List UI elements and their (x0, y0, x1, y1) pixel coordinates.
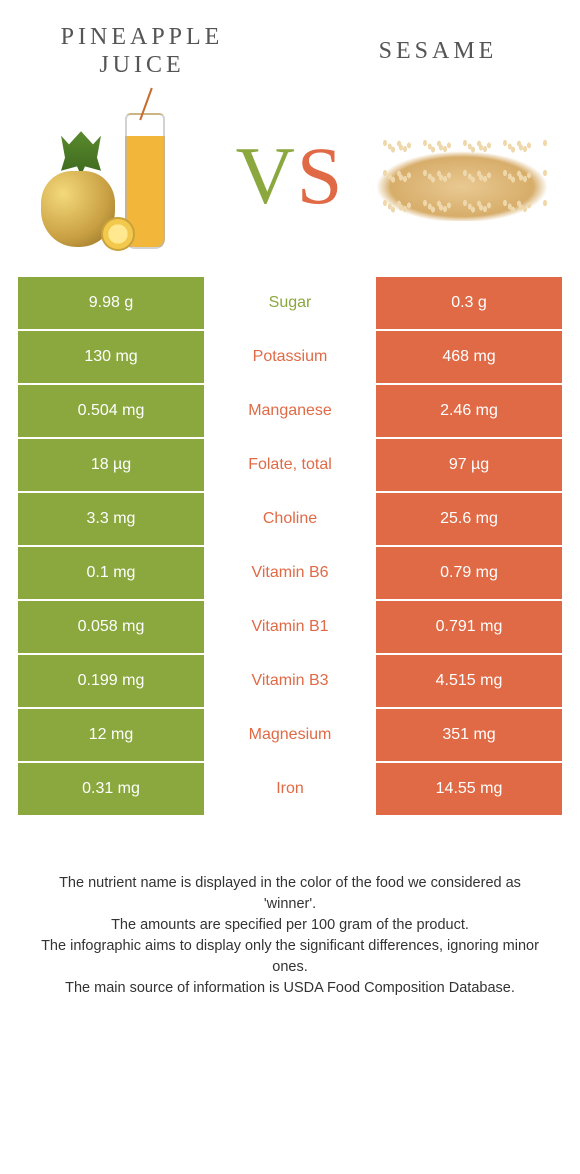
vs-v: V (236, 130, 297, 221)
nutrient-label: Sugar (204, 277, 376, 331)
table-row: 12 mgMagnesium351 mg (18, 709, 562, 763)
footer-line: The main source of information is USDA F… (34, 978, 546, 999)
right-value: 468 mg (376, 331, 562, 385)
left-value: 9.98 g (18, 277, 204, 331)
left-value: 130 mg (18, 331, 204, 385)
left-value: 0.504 mg (18, 385, 204, 439)
header: PINEAPPLE JUICE SESAME (18, 24, 562, 79)
nutrient-label: Choline (204, 493, 376, 547)
nutrient-label: Magnesium (204, 709, 376, 763)
nutrient-label: Manganese (204, 385, 376, 439)
nutrient-label: Folate, total (204, 439, 376, 493)
right-value: 0.79 mg (376, 547, 562, 601)
table-row: 130 mgPotassium468 mg (18, 331, 562, 385)
right-food-title: SESAME (338, 38, 538, 66)
table-row: 0.1 mgVitamin B60.79 mg (18, 547, 562, 601)
right-value: 351 mg (376, 709, 562, 763)
footer-line: The infographic aims to display only the… (34, 936, 546, 978)
left-value: 12 mg (18, 709, 204, 763)
right-value: 0.791 mg (376, 601, 562, 655)
nutrient-label: Iron (204, 763, 376, 817)
table-row: 0.058 mgVitamin B10.791 mg (18, 601, 562, 655)
footer-line: The amounts are specified per 100 gram o… (34, 915, 546, 936)
right-value: 97 µg (376, 439, 562, 493)
footer-notes: The nutrient name is displayed in the co… (18, 873, 562, 999)
vs-s: S (297, 130, 345, 221)
right-value: 4.515 mg (376, 655, 562, 709)
nutrient-label: Vitamin B6 (204, 547, 376, 601)
left-value: 18 µg (18, 439, 204, 493)
sesame-icon (372, 101, 552, 251)
left-value: 0.199 mg (18, 655, 204, 709)
table-row: 9.98 gSugar0.3 g (18, 277, 562, 331)
left-value: 0.1 mg (18, 547, 204, 601)
footer-line: The nutrient name is displayed in the co… (34, 873, 546, 915)
pineapple-juice-icon (28, 101, 208, 251)
comparison-table: 9.98 gSugar0.3 g130 mgPotassium468 mg0.5… (18, 277, 562, 817)
table-row: 0.31 mgIron14.55 mg (18, 763, 562, 817)
table-row: 0.199 mgVitamin B34.515 mg (18, 655, 562, 709)
table-row: 18 µgFolate, total97 µg (18, 439, 562, 493)
left-value: 3.3 mg (18, 493, 204, 547)
nutrient-label: Potassium (204, 331, 376, 385)
right-value: 2.46 mg (376, 385, 562, 439)
right-value: 0.3 g (376, 277, 562, 331)
vs-label: VS (236, 129, 345, 223)
nutrient-label: Vitamin B1 (204, 601, 376, 655)
table-row: 3.3 mgCholine25.6 mg (18, 493, 562, 547)
left-value: 0.31 mg (18, 763, 204, 817)
nutrient-label: Vitamin B3 (204, 655, 376, 709)
images-row: VS (18, 101, 562, 251)
right-value: 25.6 mg (376, 493, 562, 547)
table-row: 0.504 mgManganese2.46 mg (18, 385, 562, 439)
left-food-title: PINEAPPLE JUICE (42, 24, 242, 79)
left-value: 0.058 mg (18, 601, 204, 655)
right-value: 14.55 mg (376, 763, 562, 817)
